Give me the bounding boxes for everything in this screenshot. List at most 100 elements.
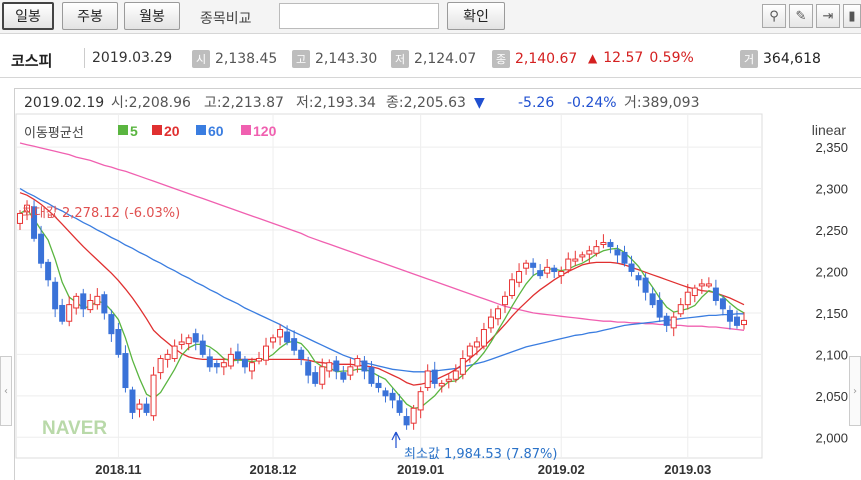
- open-value: 2,138.45: [215, 51, 278, 67]
- candle-body: [234, 351, 241, 360]
- candle-body: [45, 261, 52, 281]
- candle-body: [726, 309, 733, 322]
- candle-body: [572, 258, 579, 262]
- low-badge: 저: [391, 50, 409, 68]
- monthly-button[interactable]: 월봉: [124, 2, 180, 30]
- candle-body: [284, 331, 291, 343]
- candle-body: [417, 391, 424, 411]
- candle-body: [375, 382, 382, 389]
- y-tick-label: 2,050: [815, 389, 848, 404]
- low-price: 저 2,124.07: [391, 50, 476, 68]
- ma20-line: [19, 192, 745, 386]
- candle-body: [410, 407, 417, 424]
- open-price: 시 2,138.45: [192, 50, 277, 68]
- candle-body: [94, 295, 101, 306]
- candle-body: [270, 337, 277, 343]
- ma120-line: [19, 142, 745, 331]
- weekly-button[interactable]: 주봉: [62, 2, 118, 30]
- pin-icon[interactable]: ⚲: [762, 4, 786, 28]
- candle-body: [382, 390, 389, 397]
- compare-input[interactable]: [279, 3, 439, 29]
- candle-body: [445, 378, 452, 382]
- candle-body: [192, 333, 199, 343]
- candle-body: [277, 329, 284, 338]
- candle-body: [530, 262, 537, 268]
- candle-body: [80, 293, 87, 310]
- candle-body: [473, 341, 480, 348]
- candle-body: [452, 370, 459, 380]
- candle-body: [579, 254, 586, 258]
- candle-body: [312, 372, 319, 384]
- candle-body: [87, 300, 94, 311]
- candle-body: [551, 267, 558, 272]
- candle-body: [635, 275, 642, 281]
- daily-button[interactable]: 일봉: [2, 2, 54, 30]
- confirm-button[interactable]: 확인: [447, 2, 505, 30]
- candle-body: [537, 270, 544, 277]
- candle-body: [178, 341, 185, 345]
- candle-body: [396, 400, 403, 413]
- candle-body: [31, 206, 38, 239]
- info-line-value: 고:2,213.87: [204, 95, 284, 111]
- candle-body: [59, 304, 66, 322]
- candle-body: [38, 233, 45, 264]
- candle-body: [263, 345, 270, 361]
- candle-body: [115, 329, 122, 355]
- ma-title: 이동평균선: [24, 126, 84, 141]
- max-annotation: 최대값 2,278.12 (-6.03%): [22, 206, 180, 221]
- candle-body: [340, 372, 347, 380]
- candle-body: [628, 263, 635, 272]
- pencil-icon[interactable]: ✎: [789, 4, 813, 28]
- info-line-value: ▼: [474, 95, 485, 111]
- scroll-left-handle[interactable]: ‹: [0, 356, 12, 426]
- candle-body: [466, 345, 473, 357]
- y-tick-label: 2,300: [815, 182, 848, 197]
- candle-body: [150, 374, 157, 417]
- candle-body: [698, 283, 705, 287]
- volume-value: 364,618: [763, 51, 821, 67]
- scroll-right-handle[interactable]: ›: [849, 356, 861, 426]
- candle-body: [677, 304, 684, 315]
- quote-date: 2019.03.29: [92, 50, 173, 66]
- candle-body: [684, 291, 691, 306]
- candle-body: [509, 279, 516, 297]
- low-value: 2,124.07: [414, 51, 477, 67]
- info-line-value: 시:2,208.96: [111, 95, 191, 111]
- candle-body: [719, 298, 726, 310]
- ma5-line: [19, 208, 745, 409]
- candle-body: [691, 287, 698, 297]
- candle-body: [593, 246, 600, 254]
- y-tick-label: 2,250: [815, 223, 848, 238]
- candle-body: [403, 416, 410, 426]
- x-tick-label: 2019.03: [664, 462, 711, 477]
- y-tick-label: 2,100: [815, 347, 848, 362]
- candle-body: [621, 251, 628, 264]
- candle-body: [52, 281, 59, 310]
- ma-legend-swatch: [196, 125, 206, 135]
- candle-body: [255, 358, 262, 362]
- candle-body: [220, 362, 227, 368]
- candle-body: [670, 316, 677, 329]
- ma-legend-swatch: [241, 125, 251, 135]
- candle-body: [24, 204, 31, 213]
- candle-body: [705, 283, 712, 287]
- x-tick-label: 2018.11: [95, 462, 141, 477]
- close-price: 종 2,140.67: [492, 50, 577, 68]
- candle-body: [494, 308, 501, 320]
- candle-body: [480, 329, 487, 347]
- close-badge: 종: [492, 50, 510, 68]
- ma-legend-label: 5: [130, 123, 138, 139]
- min-annotation: 최소값 1,984.53 (7.87%): [404, 447, 557, 462]
- info-line-value: -0.24%: [567, 95, 617, 111]
- candle-body: [199, 340, 206, 355]
- candle-body: [129, 389, 136, 413]
- candle-body: [438, 382, 445, 387]
- candle-body: [649, 293, 656, 306]
- x-tick-label: 2019.02: [538, 462, 585, 477]
- cursor-icon[interactable]: ⇥: [816, 4, 840, 28]
- scale-label: linear: [812, 122, 847, 138]
- info-line-value: 거:389,093: [624, 95, 700, 111]
- candle-body: [206, 356, 213, 368]
- candle-body: [171, 345, 178, 360]
